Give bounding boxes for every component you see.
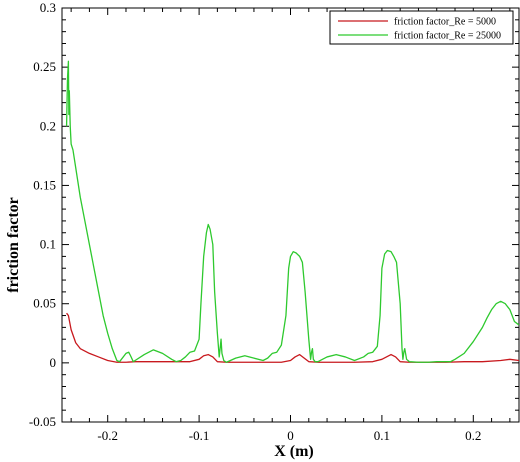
y-tick-label: 0.2: [40, 118, 56, 133]
y-axis-title: friction factor: [5, 197, 22, 293]
y-tick-label: 0.25: [33, 59, 56, 74]
legend-label-1: friction factor_Re = 25000: [394, 31, 501, 42]
x-axis-title: X (m): [274, 443, 314, 460]
legend: friction factor_Re = 5000 friction factor…: [329, 10, 514, 45]
x-tick-label: 0.2: [465, 428, 481, 443]
y-tick-label: 0: [50, 355, 57, 370]
x-tick-label: 0: [287, 428, 294, 443]
legend-box: [329, 10, 514, 45]
y-tick-label: 0.05: [33, 296, 56, 311]
series-line-1: [65, 60, 519, 363]
y-tick-label: 0.1: [40, 237, 56, 252]
x-tick-label: -0.2: [97, 428, 118, 443]
series-layer: [65, 60, 519, 363]
y-tick-label: 0.15: [33, 177, 56, 192]
legend-label-0: friction factor_Re = 5000: [394, 17, 496, 28]
y-tick-label: 0.3: [40, 0, 56, 15]
y-tick-label: -0.05: [29, 414, 56, 429]
axes-layer: -0.2 -0.1 0 0.1 0.2 -0.05 0 0.05 0.1 0.15 0.2 0.25 0…: [29, 0, 520, 443]
x-tick-label: 0.1: [374, 428, 390, 443]
series-line-0: [66, 312, 519, 363]
x-tick-label: -0.1: [189, 428, 210, 443]
